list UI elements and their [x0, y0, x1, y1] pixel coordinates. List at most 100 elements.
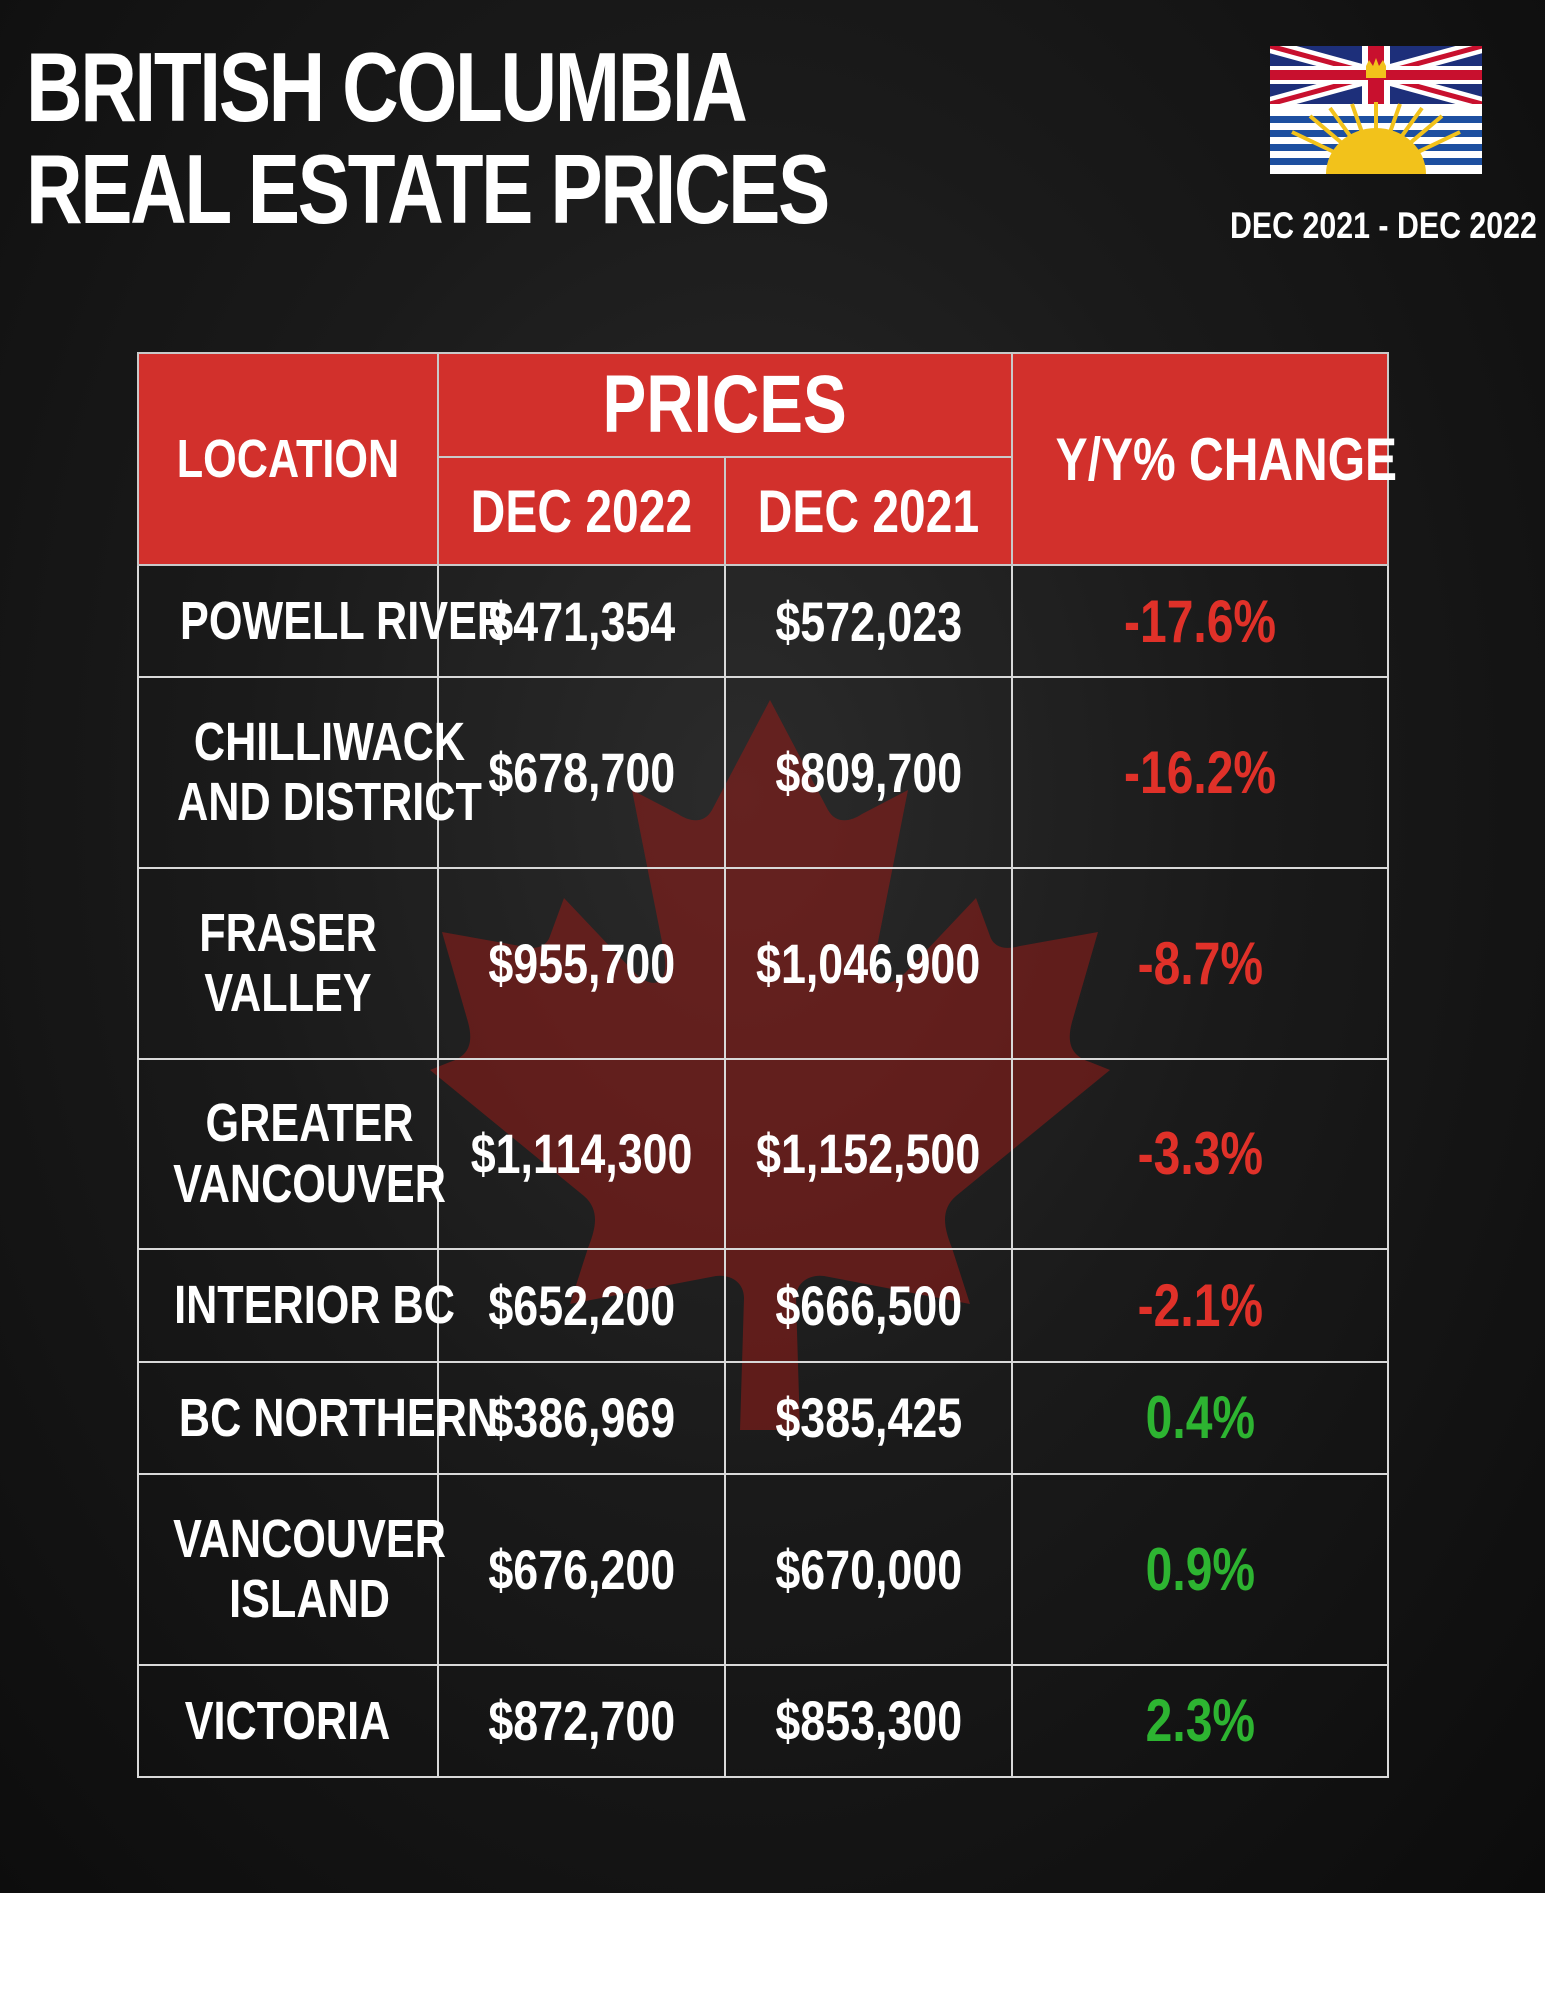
price-value: $1,152,500 [756, 1122, 981, 1186]
location-cell: CHILLIWACK AND DISTRICT [137, 676, 482, 869]
price-value: $676,200 [488, 1537, 675, 1601]
location-line: GREATER [205, 1093, 414, 1154]
price-value: $385,425 [775, 1386, 962, 1450]
change-value: -8.7% [1137, 929, 1263, 997]
location-label: FRASER VALLEY [199, 903, 377, 1024]
location-cell: VANCOUVER ISLAND [137, 1472, 446, 1666]
header-location-label: LOCATION [176, 429, 400, 489]
location-cell: GREATER VANCOUVER [137, 1057, 446, 1251]
location-label: POWELL RIVER [180, 591, 508, 651]
table-row: VICTORIA $872,700 $853,300 2.3% [137, 1663, 1389, 1779]
price-dec-2022-cell: $386,969 [437, 1360, 726, 1475]
location-line: VANCOUVER [173, 1153, 446, 1214]
price-dec-2022-cell: $955,700 [437, 866, 726, 1060]
change-value: -17.6% [1123, 587, 1277, 655]
price-dec-2021-cell: $572,023 [724, 563, 1013, 679]
location-line: BC NORTHERN [178, 1387, 499, 1448]
table-row: CHILLIWACK AND DISTRICT $678,700 $809,700 -1… [137, 676, 1389, 869]
location-line: INTERIOR BC [174, 1275, 455, 1336]
change-cell: 0.9% [1011, 1472, 1389, 1666]
location-label: VICTORIA [185, 1691, 391, 1751]
change-value: 0.9% [1145, 1535, 1255, 1603]
price-dec-2021-cell: $1,152,500 [724, 1057, 1013, 1251]
price-dec-2021-cell: $670,000 [724, 1472, 1013, 1666]
price-value: $572,023 [775, 589, 962, 653]
table-row: FRASER VALLEY $955,700 $1,046,900 -8.7% [137, 866, 1389, 1060]
change-cell: -16.2% [1011, 676, 1389, 869]
location-line: AND DISTRICT [177, 772, 482, 833]
price-value: $670,000 [775, 1537, 962, 1601]
price-value: $1,114,300 [470, 1122, 693, 1186]
price-value: $1,046,900 [756, 931, 981, 995]
table-row: GREATER VANCOUVER $1,114,300 $1,152,500 -3.3… [137, 1057, 1389, 1251]
location-line: VALLEY [204, 963, 372, 1024]
table-row: BC NORTHERN $386,969 $385,425 0.4% [137, 1360, 1389, 1475]
header-dec-2021: DEC 2021 [724, 456, 1013, 566]
price-value: $471,354 [488, 589, 675, 653]
price-dec-2021-cell: $809,700 [724, 676, 1013, 869]
bc-flag-icon [1270, 46, 1482, 174]
price-value: $666,500 [775, 1273, 962, 1337]
location-cell: VICTORIA [137, 1663, 439, 1779]
price-dec-2022-cell: $678,700 [437, 676, 726, 869]
location-label: INTERIOR BC [174, 1275, 455, 1335]
change-cell: 0.4% [1011, 1360, 1389, 1475]
price-dec-2022-cell: $676,200 [437, 1472, 726, 1666]
location-label: BC NORTHERN [179, 1388, 498, 1448]
price-dec-2022-cell: $652,200 [437, 1248, 726, 1363]
table-row: VANCOUVER ISLAND $676,200 $670,000 0.9% [137, 1472, 1389, 1666]
header-location: LOCATION [137, 352, 439, 566]
price-dec-2022-cell: $471,354 [437, 563, 726, 679]
change-value: -3.3% [1137, 1120, 1263, 1188]
price-value: $853,300 [775, 1689, 962, 1753]
change-value: 2.3% [1145, 1687, 1255, 1755]
price-dec-2021-cell: $666,500 [724, 1248, 1013, 1363]
change-value: -2.1% [1137, 1271, 1263, 1339]
title-line-1: BRITISH COLUMBIA [26, 32, 748, 142]
location-label: CHILLIWACK AND DISTRICT [177, 712, 482, 833]
price-value: $386,969 [488, 1386, 675, 1450]
change-cell: 2.3% [1011, 1663, 1389, 1779]
location-line: ISLAND [229, 1569, 390, 1629]
title-line-2: REAL ESTATE PRICES [26, 134, 830, 244]
header-row-1: LOCATION PRICES Y/Y% CHANGE [137, 352, 1397, 566]
price-value: $809,700 [775, 741, 962, 805]
location-label: GREATER VANCOUVER [173, 1093, 446, 1214]
header-dec-2022: DEC 2022 [437, 456, 726, 566]
location-line: VICTORIA [185, 1690, 391, 1751]
header-row-2: DEC 2022 DEC 2021 [138, 456, 1388, 566]
date-range: DEC 2021 - DEC 2022 [1230, 205, 1537, 246]
location-line: FRASER [199, 902, 377, 963]
page-title: BRITISH COLUMBIA REAL ESTATE PRICES [26, 32, 830, 244]
header-change: Y/Y% CHANGE [1011, 352, 1397, 566]
table-row: POWELL RIVER $471,354 $572,023 -17.6% [137, 563, 1389, 679]
location-label: VANCOUVER ISLAND [173, 1509, 446, 1630]
header-change-label: Y/Y% CHANGE [1055, 425, 1398, 493]
price-dec-2022-cell: $872,700 [437, 1663, 726, 1779]
change-cell: -17.6% [1011, 563, 1389, 679]
location-cell: FRASER VALLEY [137, 866, 439, 1060]
change-cell: -8.7% [1011, 866, 1389, 1060]
location-line: POWELL RIVER [180, 591, 509, 652]
change-cell: -3.3% [1011, 1057, 1389, 1251]
header-dec-2021-label: DEC 2021 [757, 477, 980, 545]
price-value: $678,700 [488, 741, 675, 805]
location-line: VANCOUVER [173, 1508, 446, 1569]
change-cell: -2.1% [1011, 1248, 1389, 1363]
price-value: $872,700 [488, 1689, 675, 1753]
price-dec-2021-cell: $385,425 [724, 1360, 1013, 1475]
table-row: INTERIOR BC $652,200 $666,500 -2.1% [137, 1248, 1389, 1363]
change-value: -16.2% [1123, 739, 1277, 807]
price-value: $955,700 [488, 931, 675, 995]
change-value: 0.4% [1145, 1384, 1255, 1452]
header-prices-label: PRICES [602, 359, 848, 450]
location-cell: INTERIOR BC [137, 1248, 455, 1363]
header-prices: PRICES [437, 352, 1013, 458]
price-dec-2021-cell: $853,300 [724, 1663, 1013, 1779]
location-cell: POWELL RIVER [137, 563, 508, 679]
price-dec-2022-cell: $1,114,300 [437, 1057, 726, 1251]
header-dec-2022-label: DEC 2022 [470, 477, 693, 545]
location-line: CHILLIWACK [193, 711, 466, 772]
infographic-poster: BRITISH COLUMBIA REAL ESTATE PRICES [0, 0, 1545, 1893]
table-body: POWELL RIVER $471,354 $572,023 -17.6% CHILLI… [137, 563, 1389, 1779]
